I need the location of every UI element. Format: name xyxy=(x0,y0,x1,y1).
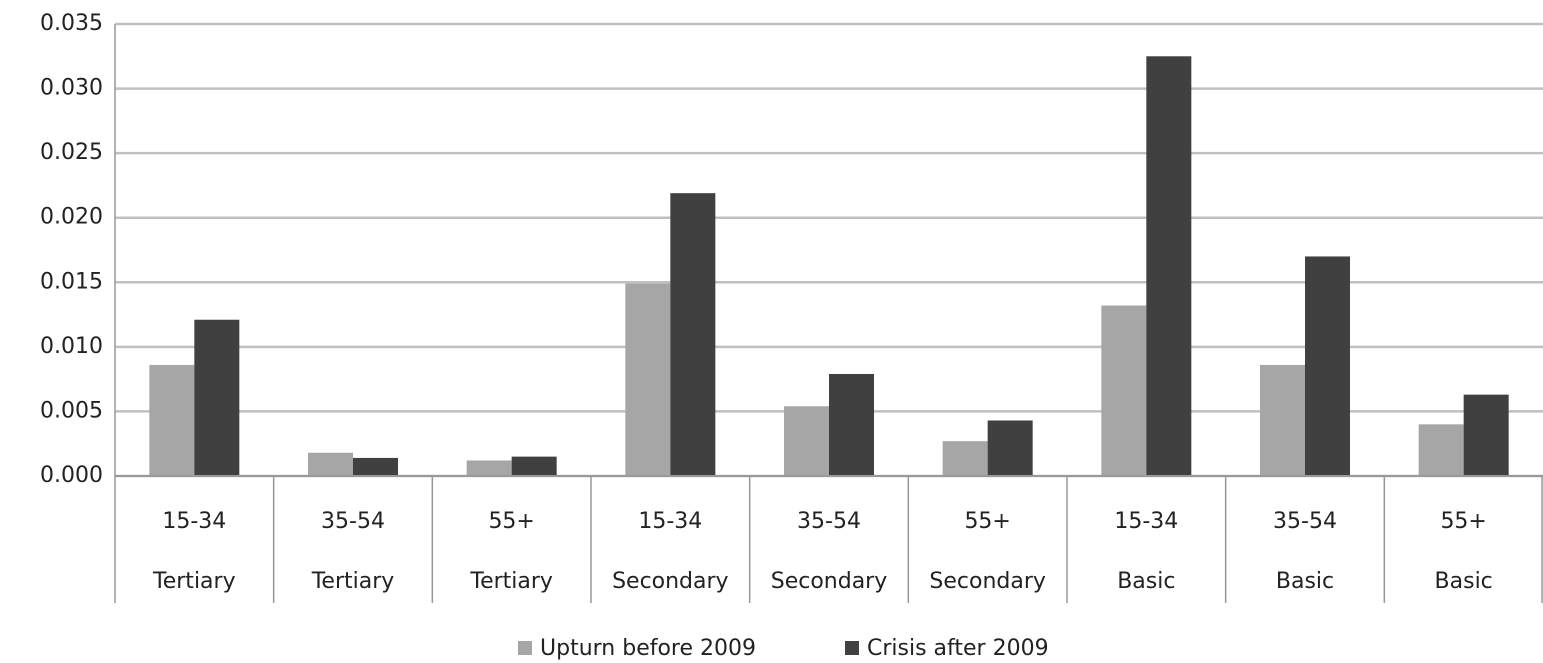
x-group-label: Tertiary xyxy=(311,569,395,594)
bar xyxy=(194,319,240,476)
y-tick-label: 0.000 xyxy=(40,463,103,488)
bar xyxy=(1418,424,1464,476)
x-group-label: Secondary xyxy=(771,569,888,594)
x-tick-label: 35-54 xyxy=(797,509,861,534)
x-group-label: Basic xyxy=(1276,569,1334,594)
x-tick-label: 15-34 xyxy=(638,509,702,534)
bar xyxy=(1305,256,1350,476)
bar xyxy=(829,373,874,476)
y-tick-label: 0.020 xyxy=(40,205,103,230)
y-tick-label: 0.035 xyxy=(40,11,103,36)
bar xyxy=(1260,364,1305,476)
legend-swatch xyxy=(845,641,859,655)
y-tick-label: 0.030 xyxy=(40,76,103,101)
bar xyxy=(1463,394,1509,476)
y-tick-label: 0.010 xyxy=(40,334,103,359)
x-group-label: Secondary xyxy=(929,569,1046,594)
bar xyxy=(466,460,512,476)
x-tick-label: 55+ xyxy=(488,509,534,534)
x-group-label: Secondary xyxy=(612,569,729,594)
x-group-label: Basic xyxy=(1435,569,1493,594)
x-tick-label: 55+ xyxy=(1440,509,1486,534)
bar xyxy=(149,364,195,476)
x-group-label: Tertiary xyxy=(152,569,236,594)
x-tick-label: 35-54 xyxy=(1273,509,1337,534)
x-group-label: Basic xyxy=(1117,569,1175,594)
bar xyxy=(1101,305,1147,476)
bar xyxy=(511,456,557,476)
x-tick-label: 15-34 xyxy=(1114,509,1178,534)
y-tick-label: 0.005 xyxy=(40,398,103,423)
bar xyxy=(670,193,716,477)
legend-swatch xyxy=(518,641,532,655)
bar xyxy=(1146,56,1192,477)
bar xyxy=(308,452,353,476)
x-tick-label: 35-54 xyxy=(321,509,385,534)
y-tick-label: 0.025 xyxy=(40,140,103,165)
bar xyxy=(942,441,988,476)
legend-label: Crisis after 2009 xyxy=(867,636,1049,661)
bar xyxy=(353,457,398,476)
bar xyxy=(987,420,1033,476)
x-group-label: Tertiary xyxy=(469,569,553,594)
x-tick-label: 55+ xyxy=(964,509,1010,534)
x-tick-label: 15-34 xyxy=(162,509,226,534)
legend-label: Upturn before 2009 xyxy=(540,636,756,661)
bar xyxy=(625,283,671,476)
y-tick-label: 0.015 xyxy=(40,269,103,294)
bar xyxy=(784,406,829,476)
